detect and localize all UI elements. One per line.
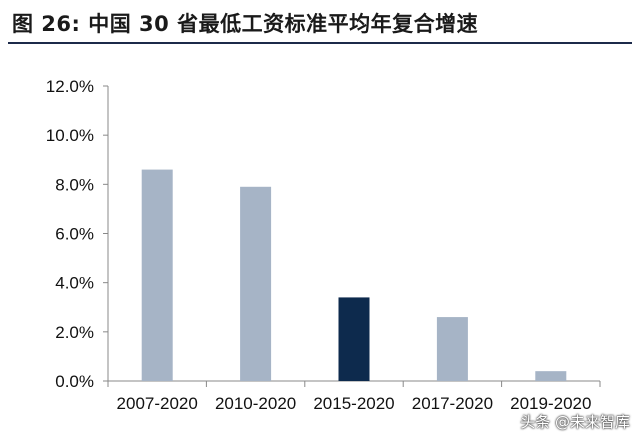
bar-2007-2020 [141,169,173,381]
figure-title: 图 26: 中国 30 省最低工资标准平均年复合增速 [12,12,479,36]
bar-2015-2020 [338,297,370,381]
y-tick-label: 10.0% [46,126,94,145]
y-tick-label: 0.0% [55,372,94,391]
y-tick-label: 2.0% [55,323,94,342]
y-tick-label: 8.0% [55,175,94,194]
y-tick-label: 4.0% [55,274,94,293]
y-tick-label: 6.0% [55,225,94,244]
x-category-label: 2017-2020 [412,394,493,413]
title-rule [8,42,632,44]
bars [141,169,567,381]
x-category-label: 2010-2020 [215,394,296,413]
category-labels: 2007-2020 2010-2020 2015-2020 2017-2020 2019… [117,394,592,413]
bar-2019-2020 [535,371,567,381]
x-category-label: 2007-2020 [117,394,198,413]
x-axis [107,380,601,387]
y-axis: 0.0% 2.0% 4.0% 6.0% 8.0% 10.0% 12.0% [46,77,109,391]
watermark: 头条 @未来智库 [520,413,630,431]
bar-2017-2020 [436,317,468,381]
y-tick-label: 12.0% [46,77,94,96]
bar-2010-2020 [240,186,272,381]
x-category-label: 2015-2020 [313,394,394,413]
x-category-label: 2019-2020 [510,394,591,413]
